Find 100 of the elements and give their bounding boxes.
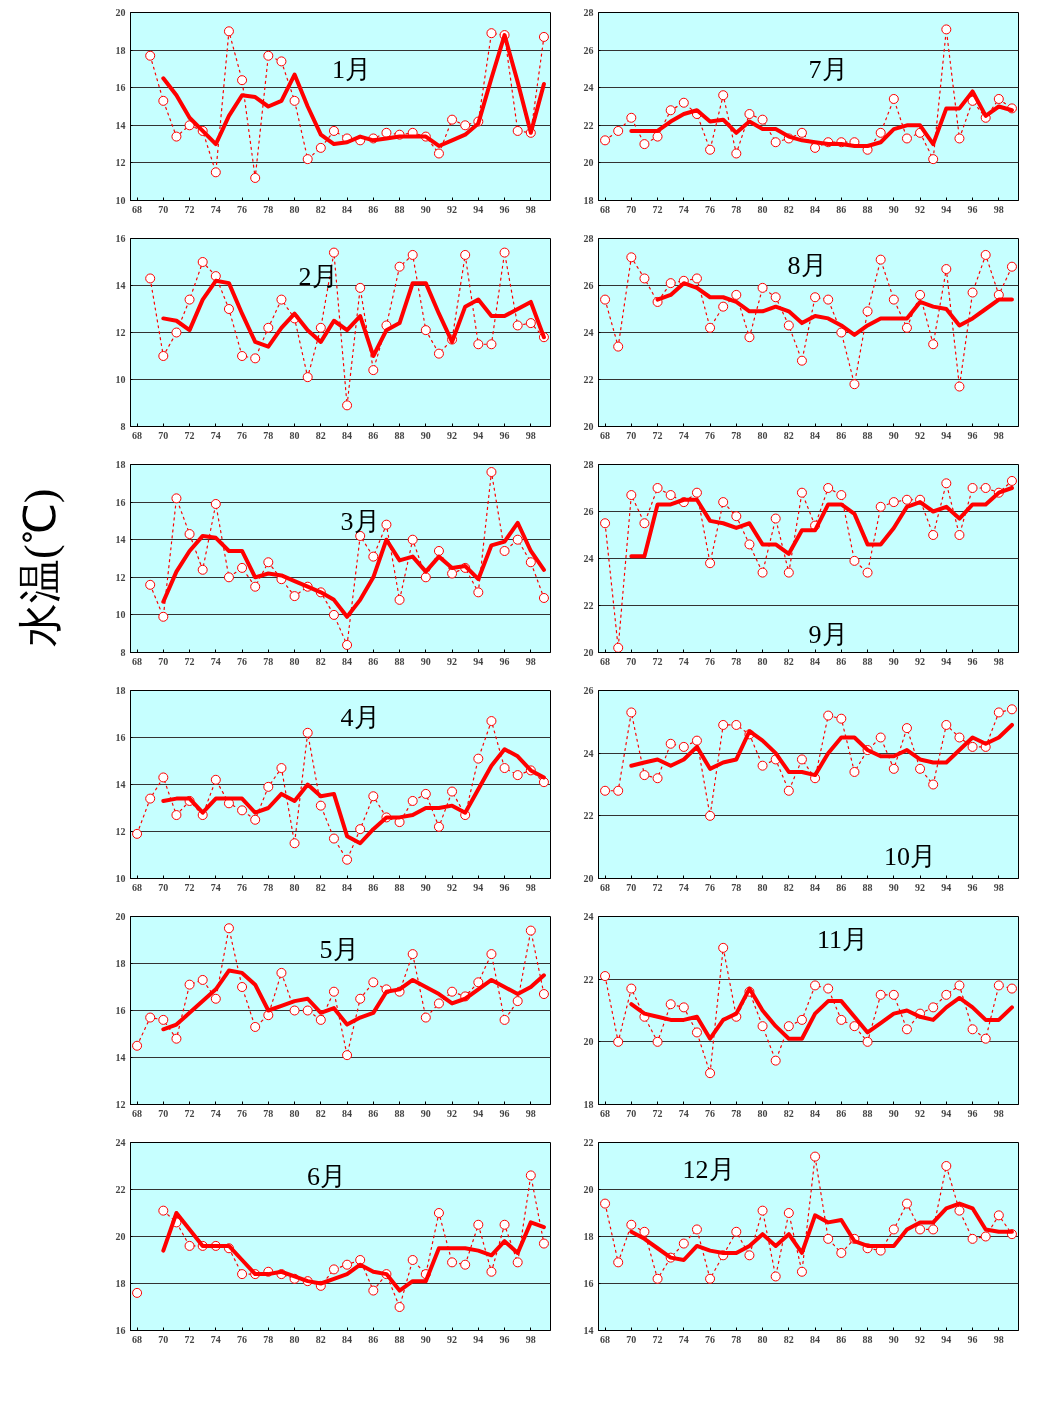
- text: 1月: [332, 54, 372, 84]
- y-tick-label: 16: [115, 1325, 126, 1336]
- y-tick-label: 16: [115, 233, 126, 244]
- x-tick-label: 98: [993, 429, 1004, 441]
- chart-title: 11月: [816, 925, 868, 955]
- y-tick-label: 18: [115, 1278, 126, 1289]
- x-tick-label: 86: [368, 203, 379, 215]
- x-tick-label: 70: [626, 1333, 637, 1345]
- x-tick-label: 98: [993, 203, 1004, 215]
- x-tick-label: 84: [810, 881, 821, 893]
- x-tick-label: 72: [184, 1107, 195, 1119]
- x-tick-label: 74: [210, 1107, 221, 1119]
- y-tick-label: 26: [583, 685, 594, 696]
- y-tick-label: 24: [115, 1137, 126, 1148]
- x-tick-label: 80: [289, 429, 300, 441]
- x-tick-label: 82: [783, 1333, 794, 1345]
- y-tick-label: 12: [115, 1099, 126, 1110]
- x-tick-label: 86: [368, 881, 379, 893]
- x-tick-label: 80: [757, 1333, 768, 1345]
- y-tick-label: 16: [115, 1005, 126, 1016]
- x-tick-label: 98: [525, 1333, 536, 1345]
- y-tick-label: 12: [115, 157, 126, 169]
- x-tick-label: 70: [158, 1107, 169, 1119]
- x-tick-label: 80: [757, 203, 768, 215]
- x-tick-label: 90: [420, 203, 431, 215]
- x-tick-label: 68: [600, 1333, 611, 1345]
- x-tick-label: 72: [652, 655, 663, 667]
- y-tick-label: 26: [583, 506, 594, 517]
- x-tick-label: 70: [158, 881, 169, 893]
- x-tick-label: 84: [342, 881, 353, 893]
- x-tick-label: 90: [888, 203, 899, 215]
- x-tick-label: 74: [210, 655, 221, 667]
- x-tick-label: 72: [184, 881, 195, 893]
- y-tick-label: 16: [583, 1278, 594, 1289]
- x-tick-label: 78: [731, 655, 742, 667]
- x-tick-label: 72: [652, 881, 663, 893]
- y-tick-label: 22: [115, 1184, 126, 1195]
- text: 10月: [884, 841, 937, 871]
- text: 6月: [306, 1162, 346, 1192]
- x-tick-label: 86: [836, 1107, 847, 1119]
- x-tick-label: 90: [420, 1333, 431, 1345]
- x-tick-label: 74: [210, 1333, 221, 1345]
- x-tick-label: 92: [447, 655, 458, 667]
- y-tick-label: 22: [583, 973, 594, 985]
- x-tick-label: 90: [420, 881, 431, 893]
- x-tick-label: 70: [158, 655, 169, 667]
- y-tick-label: 14: [583, 1325, 594, 1336]
- y-tick-label: 20: [115, 1231, 126, 1242]
- x-tick-label: 96: [967, 203, 978, 215]
- x-tick-label: 82: [783, 429, 794, 441]
- x-tick-label: 78: [731, 203, 742, 215]
- y-tick-label: 28: [583, 7, 594, 18]
- x-tick-label: 72: [652, 429, 663, 441]
- x-tick-label: 98: [993, 1107, 1004, 1119]
- x-tick-label: 92: [915, 655, 926, 667]
- x-tick-label: 92: [447, 203, 458, 215]
- x-tick-label: 84: [810, 429, 821, 441]
- y-tick-label: 18: [583, 1099, 594, 1110]
- x-tick-label: 86: [836, 1333, 847, 1345]
- x-tick-label: 72: [184, 429, 195, 441]
- y-tick-label: 20: [583, 157, 594, 169]
- x-tick-label: 80: [757, 881, 768, 893]
- text: 12月: [682, 1154, 735, 1184]
- x-tick-label: 76: [237, 655, 248, 667]
- x-tick-label: 92: [915, 429, 926, 441]
- y-tick-label: 28: [583, 459, 594, 470]
- x-tick-label: 74: [210, 203, 221, 215]
- y-tick-label: 22: [583, 600, 594, 611]
- y-tick-label: 14: [115, 534, 126, 546]
- y-tick-label: 18: [115, 958, 126, 969]
- x-tick-label: 76: [705, 1107, 716, 1119]
- x-tick-label: 74: [210, 881, 221, 893]
- x-tick-label: 88: [862, 203, 873, 215]
- x-tick-label: 96: [499, 429, 510, 441]
- x-tick-label: 96: [967, 1107, 978, 1119]
- y-tick-label: 20: [583, 1036, 594, 1048]
- x-tick-label: 96: [967, 1333, 978, 1345]
- x-tick-label: 86: [368, 1333, 379, 1345]
- x-tick-label: 74: [210, 429, 221, 441]
- x-tick-label: 88: [394, 429, 405, 441]
- y-tick-label: 20: [115, 911, 126, 922]
- x-tick-label: 76: [705, 203, 716, 215]
- y-tick-label: 20: [583, 647, 594, 658]
- x-tick-label: 82: [783, 881, 794, 893]
- y-tick-label: 24: [583, 327, 594, 338]
- x-tick-label: 92: [915, 1107, 926, 1119]
- y-axis-title: 水温(℃): [16, 488, 66, 647]
- y-tick-label: 10: [115, 374, 126, 385]
- x-tick-label: 94: [941, 429, 952, 441]
- x-tick-label: 88: [394, 881, 405, 893]
- x-tick-label: 70: [626, 1107, 637, 1119]
- y-tick-label: 22: [583, 119, 594, 131]
- x-tick-label: 88: [862, 655, 873, 667]
- x-tick-label: 84: [342, 203, 353, 215]
- x-tick-label: 92: [447, 1333, 458, 1345]
- y-tick-label: 24: [583, 553, 594, 564]
- x-tick-label: 90: [420, 1107, 431, 1119]
- x-tick-label: 90: [888, 1333, 899, 1345]
- x-tick-label: 72: [652, 203, 663, 215]
- x-tick-label: 68: [132, 881, 143, 893]
